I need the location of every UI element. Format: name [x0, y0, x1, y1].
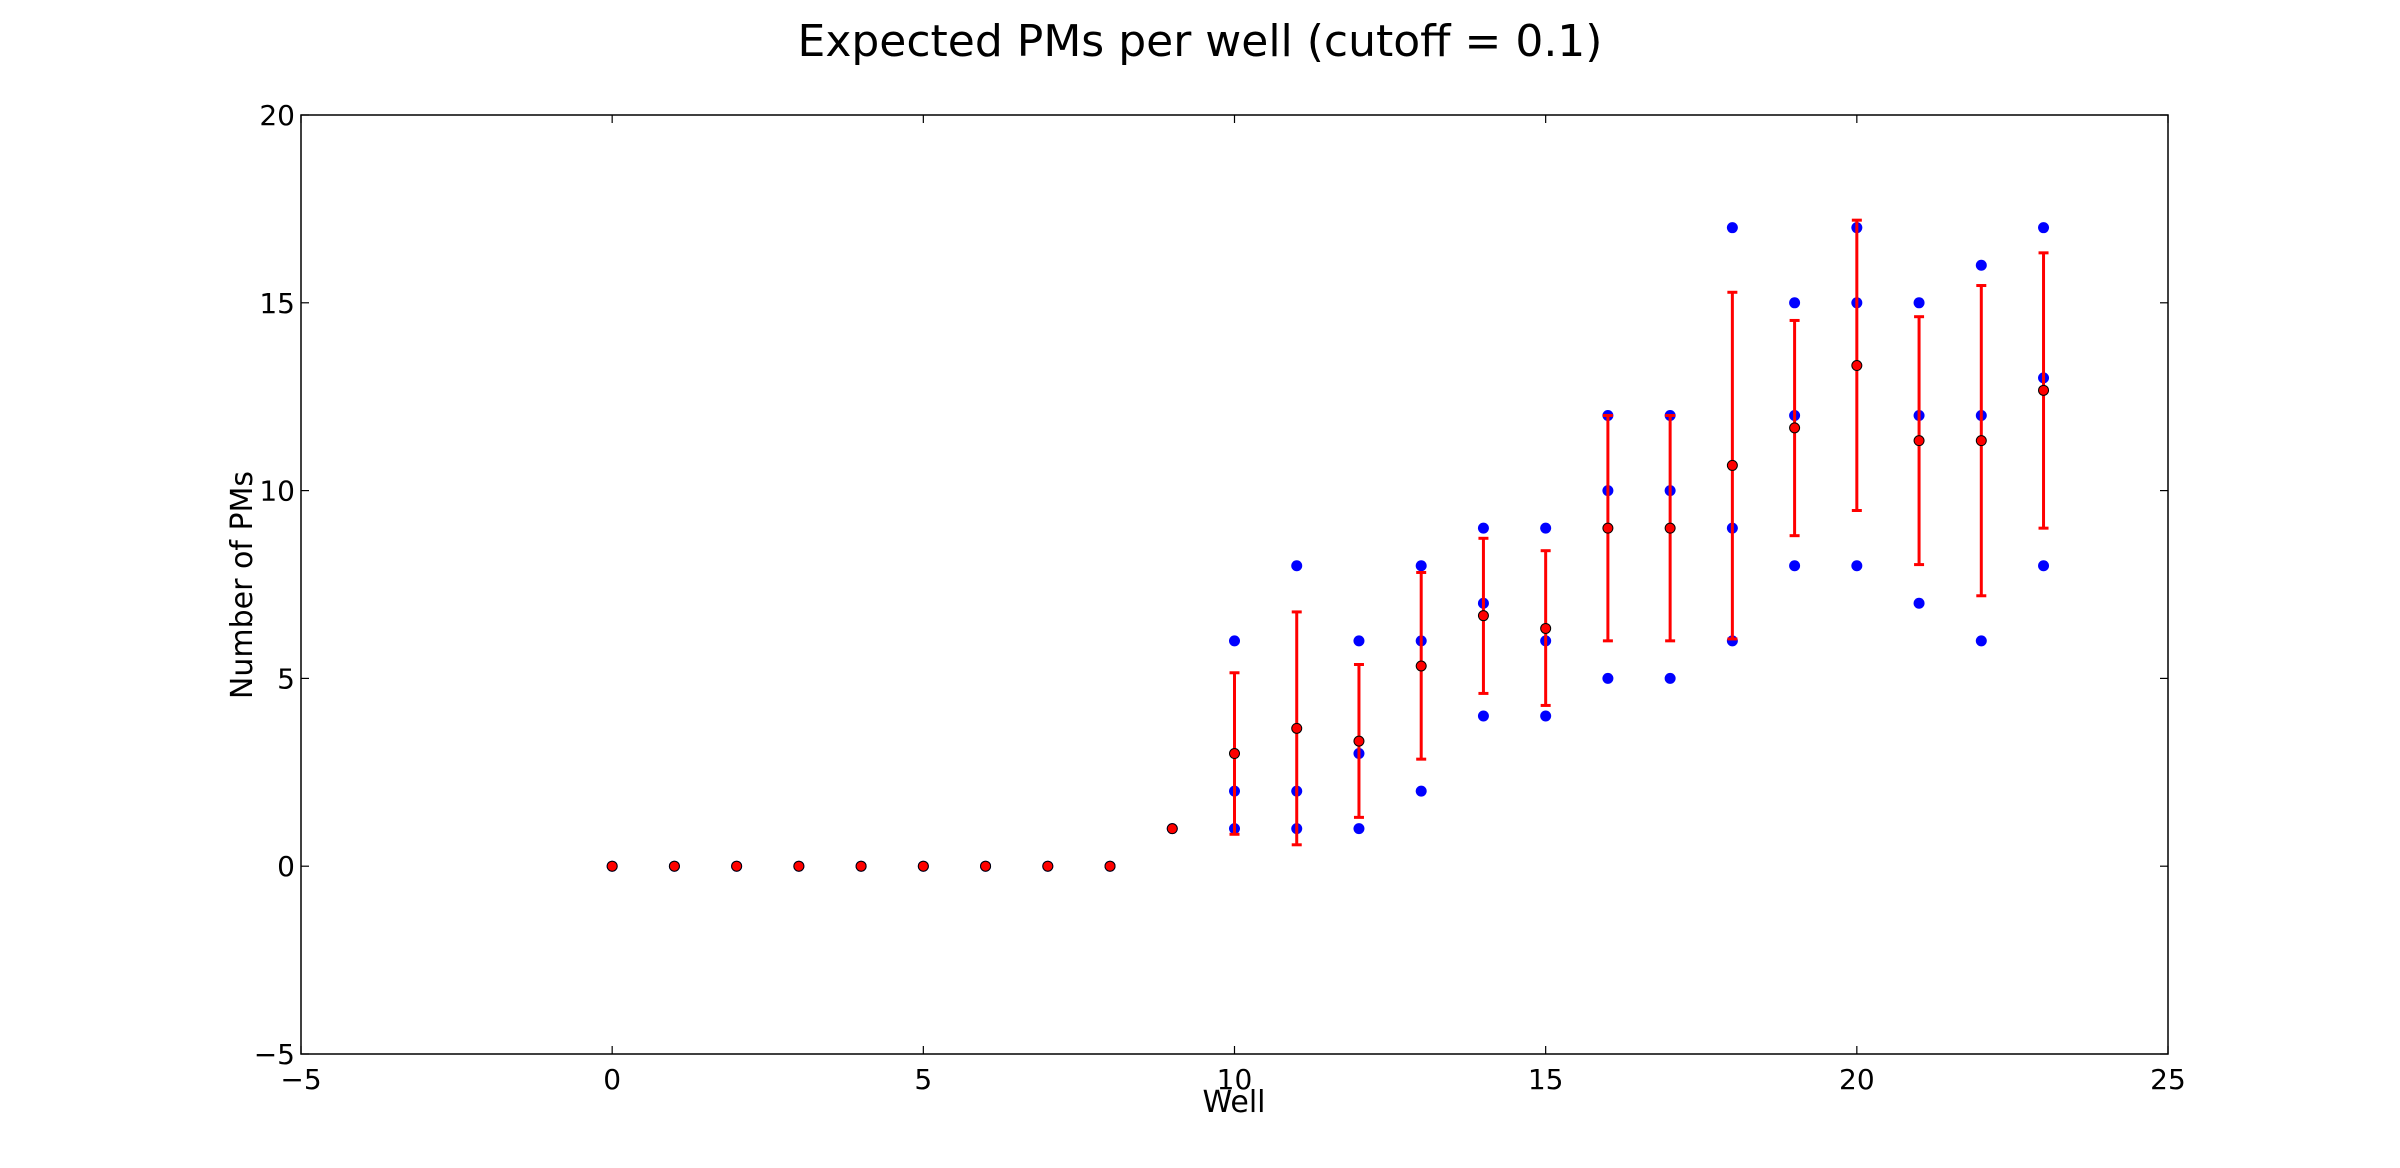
expected-point — [1166, 823, 1178, 835]
observed-point — [1229, 635, 1240, 647]
observed-point — [1975, 635, 1987, 647]
observed-point — [1415, 560, 1427, 572]
expected-point — [1726, 459, 1738, 471]
y-tick-label: −5 — [254, 1038, 295, 1071]
expected-point — [1291, 722, 1303, 734]
y-tick-label: 15 — [259, 287, 295, 320]
observed-point — [1602, 672, 1614, 684]
observed-point — [1353, 635, 1365, 647]
expected-point — [1851, 360, 1863, 372]
observed-point — [2038, 222, 2050, 234]
expected-point — [1104, 860, 1116, 872]
expected-point — [668, 860, 680, 872]
expected-point — [2038, 384, 2050, 396]
observed-point — [1477, 710, 1489, 722]
expected-point — [1042, 860, 1054, 872]
y-axis-label: Number of PMs — [225, 471, 260, 699]
plot-frame — [300, 114, 2169, 1055]
observed-point — [1477, 522, 1489, 534]
observed-point — [1913, 297, 1925, 309]
x-axis-label: Well — [1202, 1085, 1265, 1120]
observed-point — [1789, 560, 1801, 572]
expected-point — [731, 860, 743, 872]
expected-point — [793, 860, 805, 872]
observed-point — [1353, 823, 1365, 835]
y-tick-label: 10 — [259, 475, 295, 508]
expected-point — [1229, 748, 1240, 760]
observed-point — [1851, 560, 1863, 572]
expected-point — [917, 860, 929, 872]
observed-point — [2038, 560, 2050, 572]
plot-area — [606, 218, 2050, 872]
observed-point — [1540, 710, 1552, 722]
observed-point — [1975, 259, 1987, 271]
x-tick-label: −5 — [280, 1063, 321, 1096]
y-tick-label: 5 — [277, 662, 295, 695]
expected-point — [1975, 435, 1987, 447]
observed-point — [1913, 597, 1925, 609]
expected-point — [1353, 735, 1365, 747]
expected-point — [1789, 422, 1801, 434]
expected-point — [1602, 522, 1614, 534]
x-tick-label: 20 — [1839, 1063, 1875, 1096]
observed-point — [1415, 785, 1427, 797]
expected-point — [1415, 660, 1427, 672]
expected-point — [1540, 622, 1552, 634]
y-tick-label: 20 — [259, 99, 295, 132]
expected-point — [1477, 610, 1489, 622]
expected-point — [606, 860, 618, 872]
x-tick-label: 0 — [603, 1063, 621, 1096]
observed-point — [1789, 297, 1801, 309]
expected-point — [1664, 522, 1676, 534]
x-tick-label: 10 — [1217, 1063, 1253, 1096]
observed-point — [1664, 672, 1676, 684]
axes: −5 0 5 10 15 20 25 −5 0 5 10 15 20 — [254, 99, 2186, 1096]
x-tick-label: 5 — [914, 1063, 932, 1096]
observed-point — [1726, 222, 1738, 234]
y-tick-label: 0 — [277, 850, 295, 883]
observed-point — [1540, 522, 1552, 534]
observed-point — [1291, 560, 1303, 572]
chart-title: Expected PMs per well (cutoff = 0.1) — [798, 16, 1603, 67]
x-tick-label: 25 — [2150, 1063, 2186, 1096]
x-tick-label: 15 — [1528, 1063, 1564, 1096]
expected-point — [1913, 435, 1925, 447]
expected-point — [980, 860, 992, 872]
expected-point — [855, 860, 867, 872]
